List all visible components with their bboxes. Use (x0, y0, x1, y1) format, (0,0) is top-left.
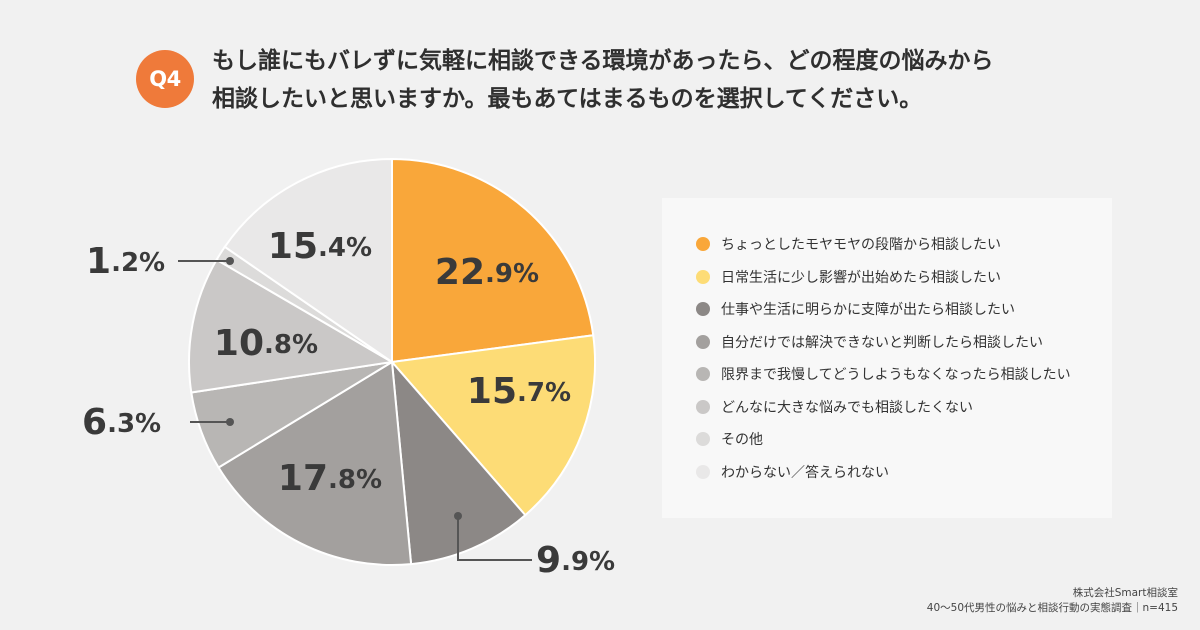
legend-label: どんなに大きな悩みでも相談したくない (721, 399, 973, 416)
legend-label: 仕事や生活に明らかに支障が出たら相談したい (721, 302, 1015, 318)
legend-color-dot (696, 237, 710, 251)
legend-label: わからない／答えられない (721, 464, 889, 481)
legend-color-dot (696, 367, 710, 381)
slice-value-label-1: 22.9% (435, 252, 539, 293)
source-survey: 40〜50代男性の悩みと相談行動の実態調査｜n=415 (926, 602, 1178, 614)
pie-slice-4 (217, 360, 413, 566)
source-note: 株式会社Smart相談室 40〜50代男性の悩みと相談行動の実態調査｜n=415 (927, 586, 1178, 616)
legend-item-3: 仕事や生活に明らかに支障が出たら相談したい (696, 299, 1015, 319)
legend-item-1: ちょっとしたモヤモヤの段階から相談したい (696, 234, 1001, 254)
title-line-1: もし誰にもバレずに気軽に相談できる環境があったら、どの程度の悩みから (212, 48, 994, 74)
leader-dot-5 (226, 418, 234, 426)
legend-item-5: 限界まで我慢してどうしようもなくなったら相談したい (696, 364, 1071, 384)
legend-color-dot (696, 432, 710, 446)
question-badge: Q4 (136, 50, 194, 108)
legend-label: 日常生活に少し影響が出始めたら相談したい (721, 269, 1001, 286)
legend-item-8: わからない／答えられない (696, 462, 889, 482)
slice-value-label-8: 15.4% (268, 226, 372, 267)
slice-value-label-3: 9.9% (536, 540, 615, 581)
leader-line-3 (457, 516, 532, 561)
source-company: 株式会社Smart相談室 (1072, 587, 1178, 599)
legend-item-7: その他 (696, 429, 763, 449)
title-line-2: 相談したいと思いますか。最もあてはまるものを選択してください。 (212, 86, 923, 112)
legend-label: 自分だけでは解決できないと判断したら相談したい (721, 334, 1043, 351)
slice-value-label-5: 6.3% (82, 402, 161, 443)
legend-item-6: どんなに大きな悩みでも相談したくない (696, 397, 973, 417)
slice-value-label-7: 1.2% (86, 241, 165, 282)
pie-slice-1 (391, 157, 595, 364)
legend-label: 限界まで我慢してどうしようもなくなったら相談したい (721, 367, 1071, 383)
legend-item-2: 日常生活に少し影響が出始めたら相談したい (696, 267, 1001, 287)
pie-slice-8 (223, 157, 393, 364)
leader-dot-7 (226, 257, 234, 265)
slice-value-label-6: 10.8% (214, 323, 318, 364)
legend-color-dot (696, 399, 710, 414)
pie-slice-2 (390, 334, 596, 517)
legend-color-dot (696, 302, 710, 316)
legend-label: その他 (721, 432, 763, 448)
slice-value-label-2: 15.7% (467, 371, 571, 412)
legend-color-dot (696, 464, 710, 479)
legend-item-4: 自分だけでは解決できないと判断したら相談したい (696, 332, 1043, 352)
pie-slice-6 (188, 258, 395, 394)
question-title: もし誰にもバレずに気軽に相談できる環境があったら、どの程度の悩みから 相談したい… (212, 42, 1112, 118)
chart-legend: ちょっとしたモヤモヤの段階から相談したい 日常生活に少し影響が出始めたら相談したい… (662, 198, 1112, 518)
leader-dot-3 (454, 512, 462, 520)
legend-label: ちょっとしたモヤモヤの段階から相談したい (721, 237, 1001, 253)
legend-color-dot (696, 334, 710, 349)
pie-slice-3 (390, 358, 527, 566)
slice-value-label-4: 17.8% (278, 458, 382, 499)
legend-color-dot (696, 269, 710, 284)
